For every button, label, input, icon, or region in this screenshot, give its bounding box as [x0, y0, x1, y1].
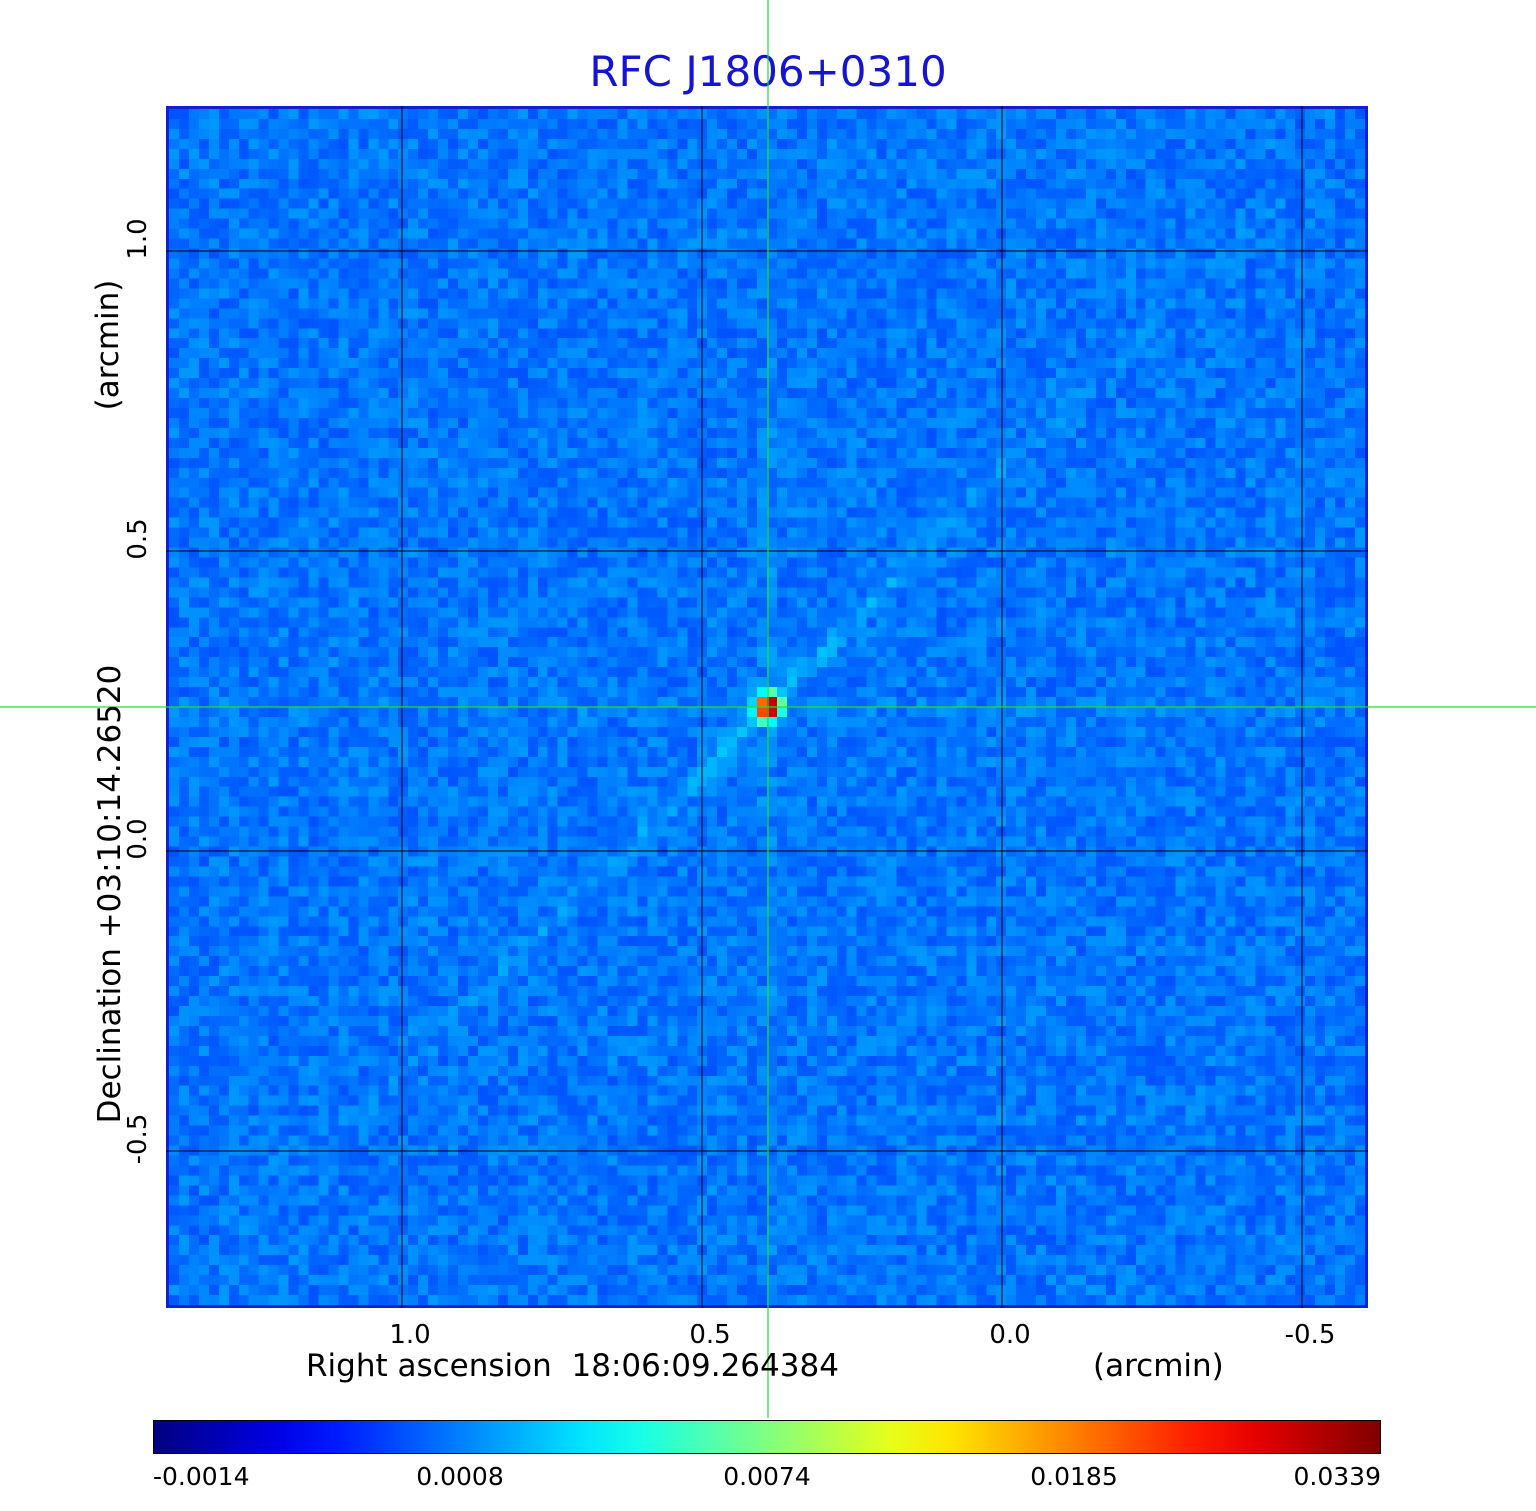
y-tick-label: 1.0 — [123, 218, 153, 260]
x-tick-label: -0.5 — [1284, 1320, 1336, 1350]
x-axis-label: Right ascension 18:06:09.264384 — [306, 1348, 839, 1384]
radio-image-panel — [166, 106, 1368, 1308]
x-axis-label-prefix: Right ascension — [306, 1348, 552, 1384]
x-tick-label: 1.0 — [389, 1320, 431, 1350]
colorbar-tick-label: 0.0008 — [416, 1462, 504, 1491]
radio-intensity-map — [169, 109, 1365, 1305]
colorbar-tick-label: 0.0074 — [723, 1462, 811, 1491]
plot-title: RFC J1806+0310 — [589, 47, 947, 96]
x-tick-label: 0.5 — [689, 1320, 731, 1350]
colorbar-tick-label: 0.0339 — [1293, 1462, 1381, 1491]
y-axis-unit: (arcmin) — [90, 279, 126, 411]
x-axis-reference-value: 18:06:09.264384 — [571, 1348, 839, 1384]
colorbar — [153, 1420, 1381, 1454]
x-tick-label: 0.0 — [989, 1320, 1031, 1350]
colorbar-tick-label: -0.0014 — [153, 1462, 250, 1491]
colorbar-tick-label: 0.0185 — [1030, 1462, 1118, 1491]
y-axis-label: Declination +03:10:14.26520 — [92, 664, 128, 1124]
x-axis-unit: (arcmin) — [1093, 1348, 1224, 1384]
y-tick-label: 0.5 — [123, 518, 153, 560]
